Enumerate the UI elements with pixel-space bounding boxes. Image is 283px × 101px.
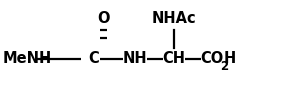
Text: MeNH: MeNH — [3, 51, 52, 66]
Text: CH: CH — [162, 51, 186, 66]
Text: NH: NH — [123, 51, 148, 66]
Text: O: O — [97, 11, 110, 26]
Text: H: H — [224, 51, 236, 66]
Text: NHAc: NHAc — [152, 11, 196, 26]
Text: C: C — [88, 51, 99, 66]
Text: 2: 2 — [220, 60, 228, 73]
Text: CO: CO — [200, 51, 223, 66]
